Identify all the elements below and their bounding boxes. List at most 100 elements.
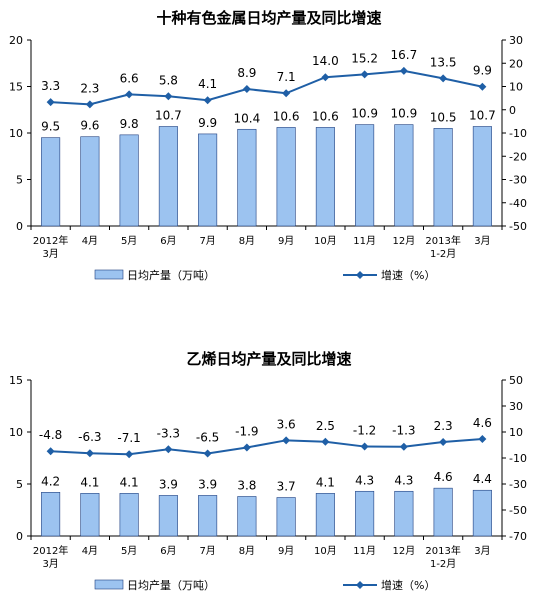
bar (237, 496, 257, 537)
x-tick-label-line: 10月 (314, 235, 337, 247)
x-tick-label-line: 2012年 (33, 234, 68, 247)
line-value-label: -6.5 (196, 430, 219, 444)
bar-value-label: 10.9 (351, 107, 378, 121)
bar-value-label: 10.5 (430, 110, 457, 124)
bar (472, 126, 492, 227)
chart-nonferrous-metals: 十种有色金属日均产量及同比增速 0 5 10 15 20 -50 -40 -30 -20 -10 0… (9, 9, 527, 282)
right-tick-label: 0 (509, 104, 516, 117)
right-tick-label: -40 (509, 197, 527, 210)
line-value-label: 14.0 (312, 54, 339, 68)
line-value-label: 4.6 (473, 416, 492, 430)
legend-bar-swatch (94, 579, 124, 590)
x-tick-label-line: 4月 (82, 545, 98, 557)
x-tick-label: 7月 (199, 235, 215, 247)
line-marker (46, 98, 55, 107)
x-tick-label: 9月 (278, 545, 294, 557)
bar-value-label: 4.3 (394, 473, 413, 487)
x-tick-label: 4月 (82, 235, 98, 247)
x-tick-label: 3月 (474, 545, 490, 557)
x-tick-label-line: 11月 (353, 545, 376, 557)
line-marker (125, 450, 134, 459)
x-tick-label-line: 5月 (121, 235, 137, 247)
right-tick-label: 10 (509, 81, 523, 94)
line-marker (478, 435, 487, 444)
x-tick-label: 12月 (393, 235, 416, 247)
line-marker (203, 449, 212, 458)
line-value-label: 6.6 (120, 71, 139, 85)
bar (276, 497, 296, 537)
x-tick-label-line: 8月 (239, 235, 255, 247)
line-marker (203, 96, 212, 105)
bar-value-label: 9.8 (120, 117, 139, 131)
right-tick-label: 50 (509, 374, 523, 387)
line-marker (478, 82, 487, 91)
legend-bar-label: 日均产量（万吨） (127, 578, 215, 592)
line-value-label: 13.5 (430, 55, 457, 69)
line-value-label: 3.3 (41, 79, 60, 93)
x-tick-label: 3月 (474, 235, 490, 247)
bar (315, 127, 335, 227)
bar-value-label: 10.9 (391, 107, 418, 121)
bar (433, 487, 453, 537)
x-tick-label-line: 3月 (42, 248, 58, 260)
bar-value-label: 3.9 (198, 477, 217, 491)
legend-line-marker (356, 271, 364, 279)
x-tick-label-line: 6月 (160, 235, 176, 247)
x-tick-label: 6月 (160, 235, 176, 247)
line-value-label: 8.9 (237, 66, 256, 80)
right-tick-label: -70 (509, 530, 527, 543)
left-tick-label: 5 (16, 478, 23, 491)
line-value-label: -4.8 (39, 428, 62, 442)
left-tick-label: 10 (9, 127, 23, 140)
x-tick-label: 6月 (160, 545, 176, 557)
bar-value-label: 3.8 (237, 478, 256, 492)
right-tick-label: 20 (509, 57, 523, 70)
bar-value-label: 4.1 (80, 475, 99, 489)
left-tick-label: 15 (9, 374, 23, 387)
line-marker (439, 74, 448, 83)
bar (158, 495, 178, 537)
bar-value-label: 4.4 (473, 472, 492, 486)
line-marker (439, 438, 448, 447)
line-value-label: 2.3 (434, 419, 453, 433)
line-marker (85, 100, 94, 109)
x-tick-label: 5月 (121, 235, 137, 247)
x-tick-label-line: 2013年 (425, 544, 460, 557)
line-value-label: 3.6 (277, 417, 296, 431)
left-tick-label: 15 (9, 81, 23, 94)
bar (315, 493, 335, 537)
bar (41, 137, 61, 227)
legend-line-label: 增速（%） (381, 268, 435, 282)
bar (355, 490, 375, 537)
x-tick-label: 7月 (199, 545, 215, 557)
legend-line-marker (356, 581, 364, 589)
line-marker (282, 436, 291, 445)
right-tick-label: -30 (509, 174, 527, 187)
x-tick-label: 10月 (314, 235, 337, 247)
x-tick-label-line: 2012年 (33, 544, 68, 557)
line-value-label: 16.7 (391, 48, 418, 62)
chart-title: 十种有色金属日均产量及同比增速 (156, 9, 381, 27)
right-tick-label: -50 (509, 220, 527, 233)
x-tick-label-line: 3月 (474, 235, 490, 247)
growth-line (50, 438, 483, 456)
bar (198, 133, 218, 227)
bar-value-label: 4.2 (41, 474, 60, 488)
line-marker (321, 73, 330, 82)
bar-value-label: 4.6 (434, 470, 453, 484)
line-value-label: 7.1 (277, 70, 296, 84)
bar-value-label: 10.4 (234, 111, 261, 125)
x-tick-label-line: 2013年 (425, 234, 460, 247)
bar (119, 134, 139, 227)
right-tick-label: -10 (509, 452, 527, 465)
x-tick-label: 2013年 1-2月 (425, 234, 460, 260)
x-tick-label: 12月 (393, 545, 416, 557)
x-tick-label-line: 5月 (121, 545, 137, 557)
line-value-label: -1.9 (235, 424, 258, 438)
legend-bar-label: 日均产量（万吨） (127, 268, 215, 282)
line-value-label: 2.3 (80, 81, 99, 95)
bar-value-label: 10.6 (312, 109, 339, 123)
line-value-label: 4.1 (198, 77, 217, 91)
bar-value-label: 10.6 (273, 109, 300, 123)
